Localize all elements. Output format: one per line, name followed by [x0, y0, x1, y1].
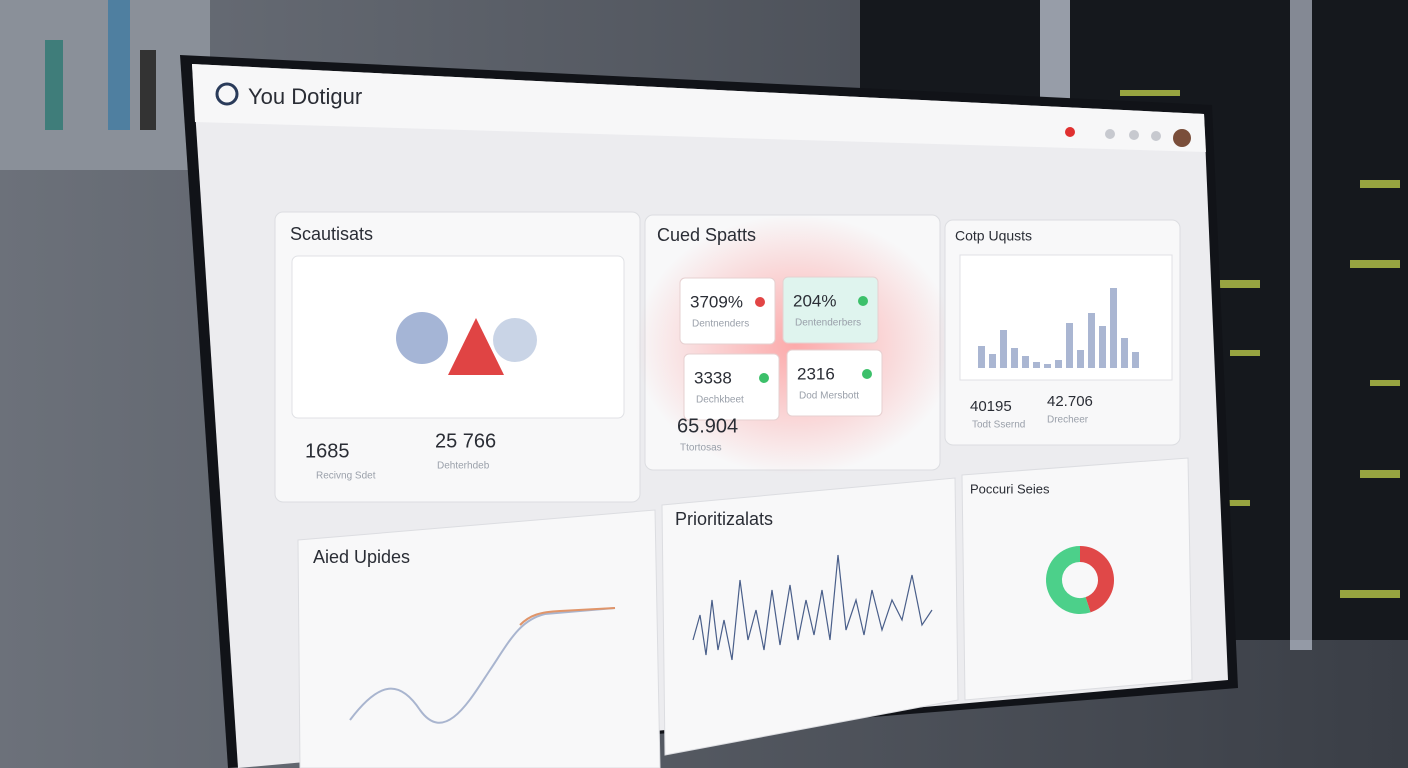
metric-card — [786, 349, 883, 417]
stat-value: 42.706 — [1047, 393, 1093, 410]
bar-chart — [978, 288, 1139, 368]
decor — [396, 312, 448, 364]
stat-value: 1685 — [305, 440, 350, 462]
stat-label: Recivng Sdet — [316, 471, 376, 482]
bar — [1011, 348, 1018, 368]
stat-value: 25 766 — [435, 430, 496, 452]
card-grid: 3709% Dentnenders 204% Dentenderbers 3338 Dec… — [679, 276, 883, 421]
stat-label: Drecheer — [1047, 415, 1089, 426]
panel-title: Prioritizalats — [675, 509, 773, 529]
stat-label: Dehterhdeb — [437, 461, 490, 472]
wall-board — [0, 0, 210, 170]
light-strip — [1040, 0, 1070, 110]
donut-segment — [1046, 546, 1091, 614]
donut-segment — [1079, 546, 1114, 613]
panel — [961, 457, 1193, 701]
line-chart — [692, 554, 933, 661]
bar — [1099, 326, 1106, 368]
bar — [1055, 360, 1062, 368]
footer-value: 65.904 — [677, 415, 738, 437]
card-label: Dentnenders — [692, 319, 749, 330]
icon-button[interactable] — [1129, 130, 1139, 140]
status-dot — [862, 369, 872, 379]
bar — [1066, 323, 1073, 368]
bar — [989, 354, 996, 368]
bar — [978, 346, 985, 368]
icon-button[interactable] — [1151, 131, 1161, 141]
status-dot — [759, 373, 769, 383]
logo — [215, 82, 239, 106]
card-label: Dentenderbers — [795, 318, 861, 329]
bar — [1000, 330, 1007, 368]
panel-title: Poccuri Seies — [970, 481, 1050, 496]
status-dot — [755, 297, 765, 307]
header-bar — [192, 64, 1206, 152]
metric-card — [782, 276, 879, 344]
bar — [1088, 313, 1095, 368]
panel — [297, 509, 661, 768]
stat-label: Todt Ssernd — [972, 420, 1025, 431]
notification-button[interactable] — [1065, 127, 1075, 137]
card-value: 3338 — [694, 368, 732, 387]
donut-chart — [1046, 546, 1114, 614]
panel-title: Cued Spatts — [657, 225, 756, 245]
app-title: You Dotigur — [248, 84, 362, 109]
line-highlight — [519, 607, 616, 626]
card-value: 204% — [793, 291, 836, 310]
bar — [1022, 356, 1029, 368]
card-label: Dod Mersbott — [799, 391, 859, 402]
decor — [140, 50, 156, 130]
panel-title: Scautisats — [290, 224, 373, 244]
bar — [1110, 288, 1117, 368]
card-label: Dechkbeet — [696, 395, 744, 406]
status-dot — [858, 296, 868, 306]
bar — [1033, 362, 1040, 368]
metric-card — [683, 353, 780, 421]
panel-title: Cotp Uqusts — [955, 228, 1032, 244]
bar — [1121, 338, 1128, 368]
card-value: 2316 — [797, 364, 835, 383]
alert-icon — [448, 318, 504, 375]
decor — [493, 318, 537, 362]
panel-title: Aied Upides — [313, 547, 410, 567]
avatar-button[interactable] — [1173, 129, 1191, 147]
bar — [1077, 350, 1084, 368]
card-value: 3709% — [690, 292, 743, 311]
bar — [1044, 364, 1051, 368]
metric-card — [679, 277, 776, 345]
decor — [108, 0, 130, 130]
stat-value: 40195 — [970, 398, 1012, 415]
decor — [45, 40, 63, 130]
rack-lights — [1120, 90, 1400, 598]
line-chart — [349, 607, 616, 724]
bar — [1132, 352, 1139, 368]
light-strip — [1290, 0, 1312, 650]
chart-box — [291, 255, 625, 419]
icon-button[interactable] — [1105, 129, 1115, 139]
footer-label: Ttortosas — [680, 443, 722, 454]
